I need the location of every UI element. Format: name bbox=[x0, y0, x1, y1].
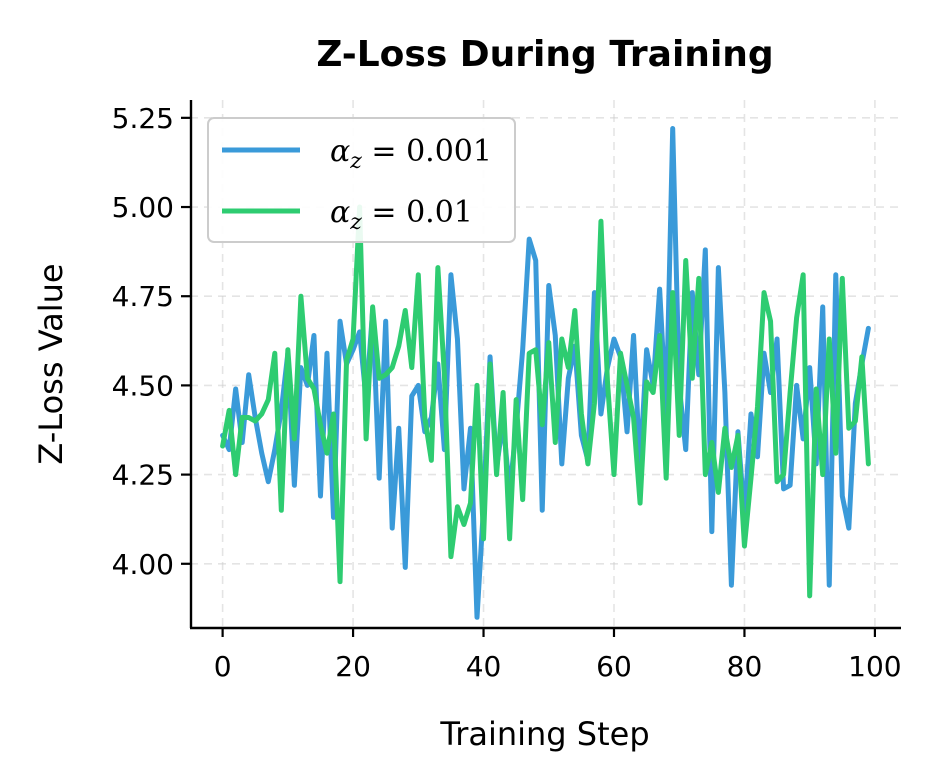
x-ticks: 0 20 40 60 80 100 bbox=[214, 628, 902, 683]
legend-value-0: = 0.001 bbox=[362, 134, 492, 169]
y-tick-label: 5.00 bbox=[112, 191, 174, 224]
x-axis-label: Training Step bbox=[439, 715, 649, 753]
legend-subscript-1: z bbox=[349, 210, 362, 235]
legend-symbol-0: α bbox=[330, 134, 350, 169]
series-line-1 bbox=[220, 204, 871, 599]
x-tick-label: 0 bbox=[214, 650, 232, 683]
y-ticks: 4.00 4.25 4.50 4.75 5.00 5.25 bbox=[112, 102, 190, 581]
x-tick-label: 100 bbox=[848, 650, 901, 683]
y-tick-label: 4.50 bbox=[112, 369, 174, 402]
legend: αz = 0.001 αz = 0.01 bbox=[207, 117, 516, 243]
y-tick-label: 4.75 bbox=[112, 280, 174, 313]
y-tick-label: 4.00 bbox=[112, 548, 174, 581]
y-tick-label: 5.25 bbox=[112, 102, 174, 135]
series-lines bbox=[220, 126, 871, 620]
chart-title: Z-Loss During Training bbox=[316, 34, 773, 75]
x-tick-label: 60 bbox=[596, 650, 632, 683]
y-axis-label: Z-Loss Value bbox=[32, 263, 70, 464]
x-tick-label: 20 bbox=[335, 650, 371, 683]
x-tick-label: 40 bbox=[466, 650, 502, 683]
x-tick-label: 80 bbox=[727, 650, 763, 683]
legend-subscript-0: z bbox=[349, 149, 362, 174]
legend-label-0: αz = 0.001 bbox=[330, 134, 492, 174]
legend-label-1: αz = 0.01 bbox=[330, 195, 473, 235]
axes bbox=[189, 100, 901, 630]
legend-symbol-1: α bbox=[330, 195, 350, 230]
y-tick-label: 4.25 bbox=[112, 459, 174, 492]
legend-value-1: = 0.01 bbox=[362, 195, 473, 230]
